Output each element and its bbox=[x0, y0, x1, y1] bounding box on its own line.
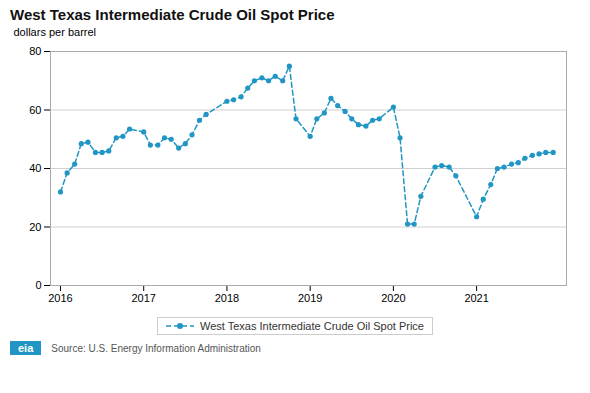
svg-text:2021: 2021 bbox=[464, 292, 488, 304]
svg-text:2016: 2016 bbox=[48, 292, 72, 304]
svg-text:60: 60 bbox=[29, 104, 41, 116]
svg-text:2020: 2020 bbox=[381, 292, 405, 304]
svg-text:dollars per barrel: dollars per barrel bbox=[14, 26, 97, 38]
html-text:West Texas Intermediate Crude: West Texas Intermediate Crude Oil Spot P… bbox=[10, 6, 335, 23]
svg-text:20: 20 bbox=[29, 221, 41, 233]
svg-text:2018: 2018 bbox=[215, 292, 239, 304]
svg-text:0: 0 bbox=[35, 279, 41, 291]
svg-text:40: 40 bbox=[29, 162, 41, 174]
svg-text:80: 80 bbox=[29, 45, 41, 57]
html-text:West Texas Intermediate Crude: West Texas Intermediate Crude Oil Spot P… bbox=[200, 320, 424, 332]
html-text:eia: eia bbox=[18, 342, 34, 354]
html-text:Source: U.S. Energy Informatio: Source: U.S. Energy Information Administ… bbox=[51, 342, 261, 354]
svg-text:2017: 2017 bbox=[131, 292, 155, 304]
svg-text:2019: 2019 bbox=[298, 292, 322, 304]
